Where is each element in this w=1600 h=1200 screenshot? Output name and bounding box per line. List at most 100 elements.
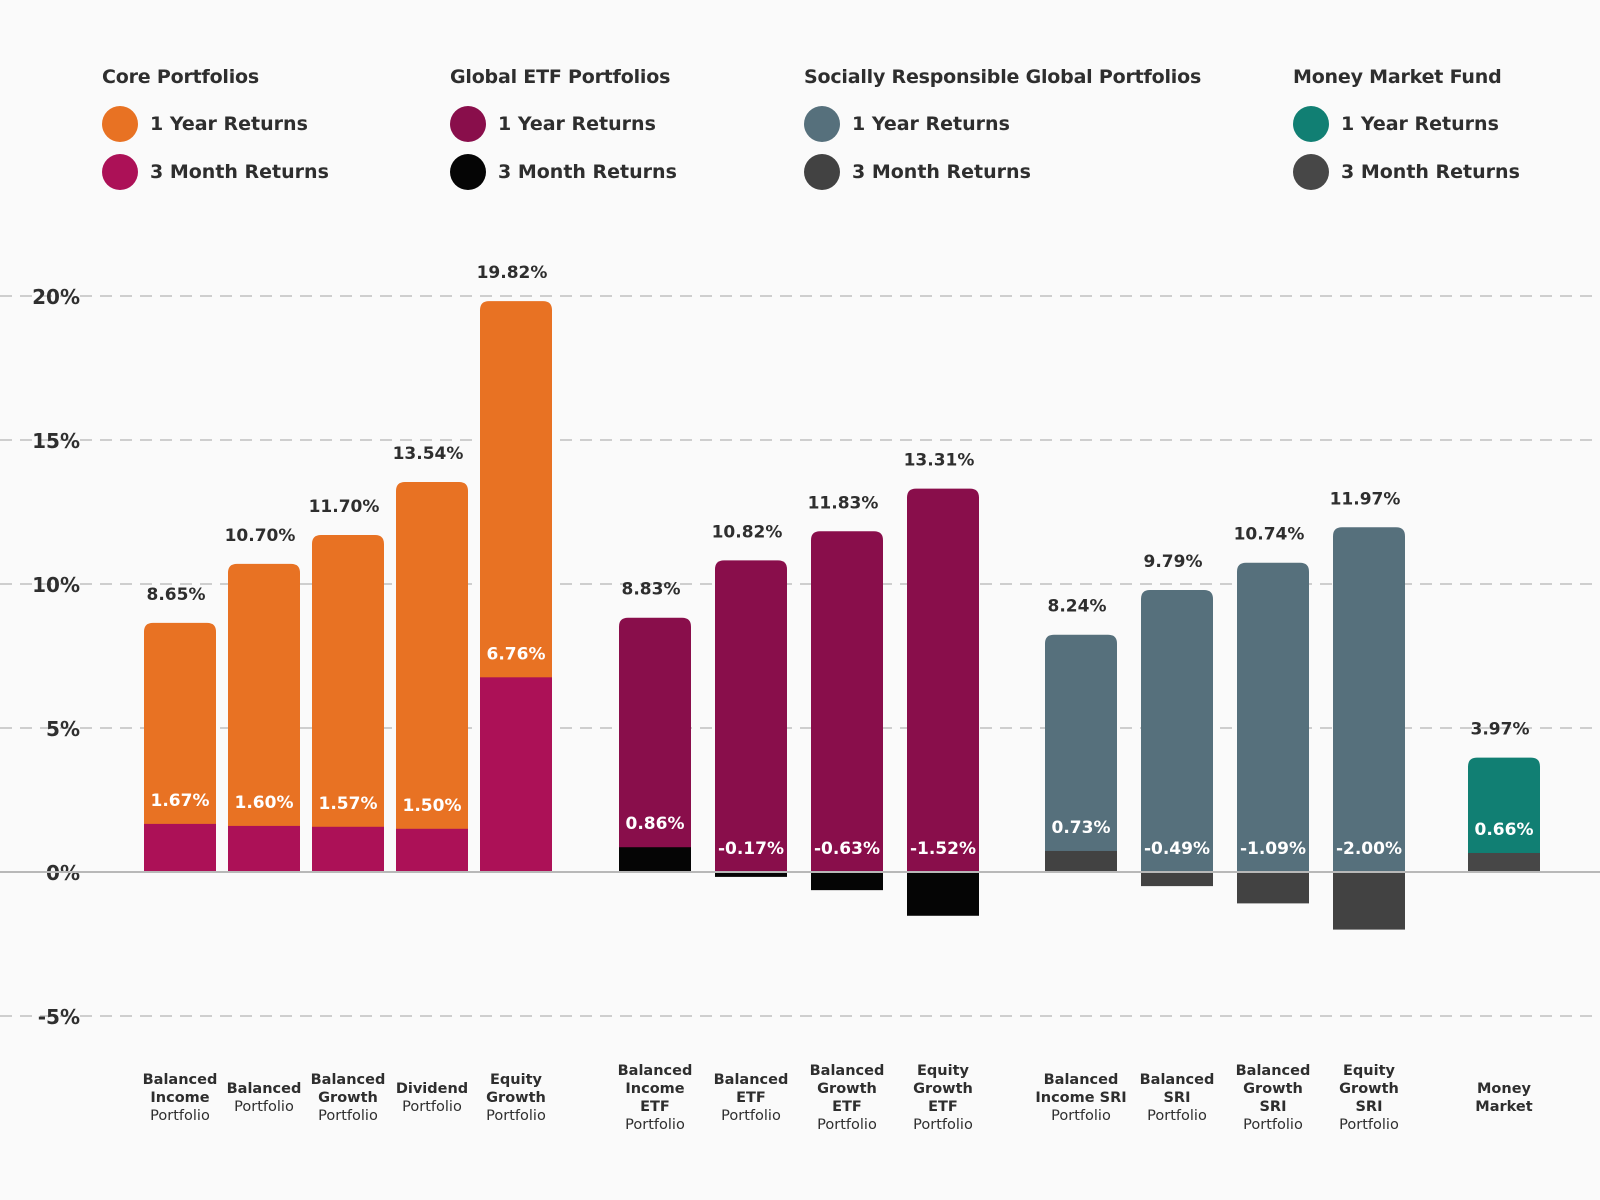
y-tick-label: 5% xyxy=(46,717,80,741)
legend-group-title: Socially Responsible Global Portfolios xyxy=(804,66,1202,88)
x-category-label: Portfolio xyxy=(625,1117,685,1133)
legend-label: 3 Month Returns xyxy=(150,161,329,183)
x-category-label: Portfolio xyxy=(402,1099,462,1115)
data-label-3-month: -1.09% xyxy=(1240,839,1306,859)
data-label-1-year: 19.82% xyxy=(477,263,548,283)
legend-label: 1 Year Returns xyxy=(1341,113,1499,135)
legend-label: 3 Month Returns xyxy=(852,161,1031,183)
x-category-label: Growth xyxy=(486,1090,546,1106)
bar-3-month xyxy=(480,677,552,872)
x-category-label: Portfolio xyxy=(1339,1117,1399,1133)
legend-swatch-mm-3m xyxy=(1293,154,1329,190)
bar-1-year xyxy=(144,622,216,872)
data-label-3-month: 0.86% xyxy=(626,814,685,834)
x-category-label: Income SRI xyxy=(1035,1090,1126,1106)
x-category-label: Equity xyxy=(490,1072,543,1088)
data-label-1-year: 13.54% xyxy=(393,444,464,464)
x-category-label: Market xyxy=(1475,1099,1532,1115)
x-category-label: Dividend xyxy=(396,1081,468,1097)
x-category-label: ETF xyxy=(640,1099,670,1115)
legend-label: 1 Year Returns xyxy=(498,113,656,135)
x-category-label: Balanced xyxy=(1044,1072,1119,1088)
x-category-label: Portfolio xyxy=(721,1108,781,1124)
bar-1-year xyxy=(1141,590,1213,872)
x-category-label: Equity xyxy=(1343,1063,1396,1079)
data-label-3-month: -2.00% xyxy=(1336,839,1402,859)
bar-1-year xyxy=(907,488,979,872)
y-tick-label: -5% xyxy=(38,1005,80,1029)
legend-item-core-3m: 3 Month Returns xyxy=(102,154,329,190)
x-category-label: Balanced xyxy=(810,1063,885,1079)
data-label-1-year: 11.70% xyxy=(309,497,380,517)
legend-swatch-core-3m xyxy=(102,154,138,190)
x-category-label: Growth xyxy=(318,1090,378,1106)
legend-item-sri-3m: 3 Month Returns xyxy=(804,154,1201,190)
legend-item-mm-3m: 3 Month Returns xyxy=(1293,154,1520,190)
legend-item-core-1y: 1 Year Returns xyxy=(102,106,329,142)
legend-label: 3 Month Returns xyxy=(498,161,677,183)
x-category-label: Portfolio xyxy=(318,1108,378,1124)
legend-group-sri: Socially Responsible Global Portfolios 1… xyxy=(804,66,1201,202)
legend-group-title: Global ETF Portfolios xyxy=(450,66,671,88)
data-label-1-year: 3.97% xyxy=(1471,720,1530,740)
x-category-label: Growth xyxy=(817,1081,877,1097)
x-category-label: Balanced xyxy=(1236,1063,1311,1079)
bar-1-year xyxy=(715,560,787,872)
bar-1-year xyxy=(1333,527,1405,872)
x-category-label: Portfolio xyxy=(1243,1117,1303,1133)
legend-swatch-mm-1y xyxy=(1293,106,1329,142)
data-label-3-month: 0.73% xyxy=(1052,818,1111,838)
data-label-3-month: -0.17% xyxy=(718,839,784,859)
bar-1-year xyxy=(619,617,691,872)
bar-3-month xyxy=(144,823,216,872)
x-category-label: Portfolio xyxy=(486,1108,546,1124)
x-category-label: Balanced xyxy=(714,1072,789,1088)
x-category-label: Portfolio xyxy=(150,1108,210,1124)
legend-swatch-sri-1y xyxy=(804,106,840,142)
x-category-label: Portfolio xyxy=(1147,1108,1207,1124)
x-category-label: Growth xyxy=(1339,1081,1399,1097)
x-category-label: Balanced xyxy=(618,1063,693,1079)
legend-label: 3 Month Returns xyxy=(1341,161,1520,183)
bar-3-month xyxy=(619,847,691,872)
x-category-label: Portfolio xyxy=(913,1117,973,1133)
data-label-1-year: 11.83% xyxy=(808,493,879,513)
legend-group-title: Core Portfolios xyxy=(102,66,260,88)
y-tick-label: 15% xyxy=(32,429,80,453)
bar-3-month xyxy=(907,872,979,916)
bar-1-year xyxy=(312,535,384,872)
legend-group-etf: Global ETF Portfolios 1 Year Returns 3 M… xyxy=(450,66,677,202)
x-category-label: Portfolio xyxy=(1051,1108,1111,1124)
x-category-label: Equity xyxy=(917,1063,970,1079)
bar-1-year xyxy=(228,563,300,872)
bar-3-month xyxy=(312,826,384,872)
legend-item-etf-1y: 1 Year Returns xyxy=(450,106,677,142)
data-label-1-year: 9.79% xyxy=(1144,552,1203,572)
data-label-3-month: -0.49% xyxy=(1144,839,1210,859)
data-label-3-month: 0.66% xyxy=(1475,820,1534,840)
bar-1-year xyxy=(1237,562,1309,872)
x-category-label: ETF xyxy=(928,1099,958,1115)
y-tick-label: 10% xyxy=(32,573,80,597)
x-category-label: Balanced xyxy=(227,1081,302,1097)
legend-item-mm-1y: 1 Year Returns xyxy=(1293,106,1520,142)
chart-legend: Core Portfolios 1 Year Returns 3 Month R… xyxy=(0,0,1600,230)
data-label-3-month: -1.52% xyxy=(910,839,976,859)
legend-group-money-market: Money Market Fund 1 Year Returns 3 Month… xyxy=(1293,66,1520,202)
data-label-1-year: 11.97% xyxy=(1330,489,1401,509)
bar-1-year xyxy=(811,531,883,872)
legend-item-etf-3m: 3 Month Returns xyxy=(450,154,677,190)
bar-3-month xyxy=(1141,872,1213,887)
legend-swatch-etf-3m xyxy=(450,154,486,190)
bar-3-month xyxy=(1468,852,1540,872)
bar-1-year xyxy=(1045,634,1117,872)
x-category-label: SRI xyxy=(1163,1090,1190,1106)
x-category-label: ETF xyxy=(736,1090,766,1106)
bar-3-month xyxy=(715,872,787,877)
data-label-3-month: 1.50% xyxy=(403,796,462,816)
bar-3-month xyxy=(1237,872,1309,904)
y-tick-label: 20% xyxy=(32,285,80,309)
x-category-label: Growth xyxy=(1243,1081,1303,1097)
data-label-3-month: 6.76% xyxy=(487,644,546,664)
x-category-label: Money xyxy=(1477,1081,1532,1097)
